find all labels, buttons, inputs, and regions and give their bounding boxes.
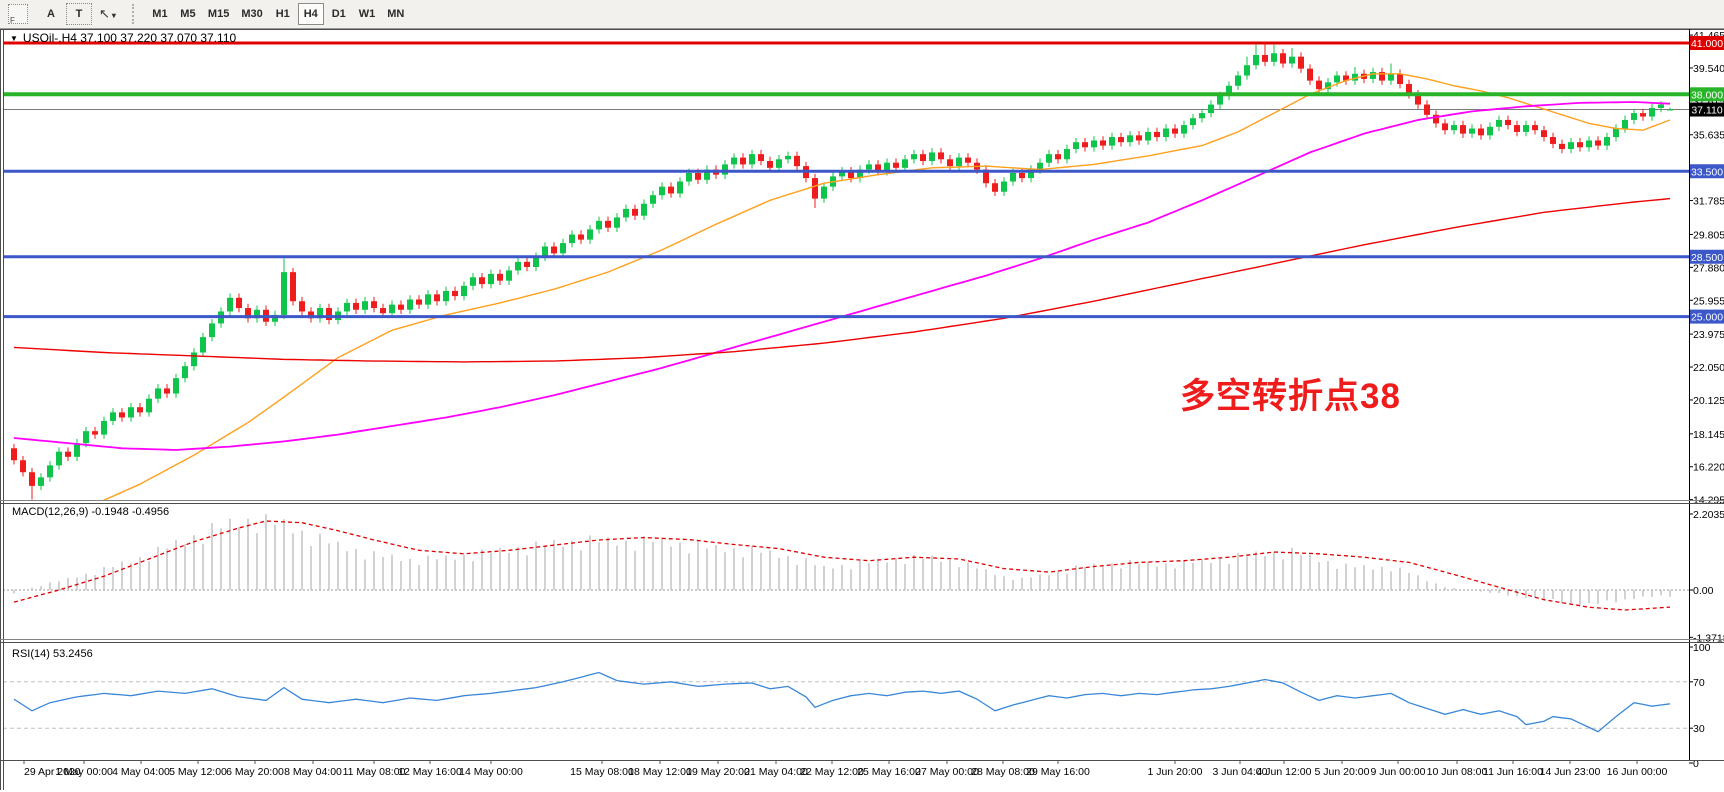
timeframe-button-w1[interactable]: W1	[354, 3, 381, 25]
time-tick-label: 1 Jun 20:00	[1148, 766, 1203, 778]
timeframe-button-m15[interactable]: M15	[203, 3, 234, 25]
timeframe-button-m30[interactable]: M30	[236, 3, 267, 25]
time-tick-label: 11 May 08:00	[343, 766, 406, 778]
price-tick-label: 20.125	[1693, 395, 1724, 407]
time-tick-label: 28 May 08:00	[971, 766, 1035, 778]
rsi-tick-label: 0	[1693, 758, 1699, 770]
time-tick-label: 25 May 16:00	[857, 766, 921, 778]
price-badge-28.500: 28.500	[1690, 249, 1724, 264]
price-badge-37.110: 37.110	[1690, 102, 1724, 117]
price-tick-label: 29.805	[1693, 229, 1724, 241]
price-axis: 41.46539.54037.61535.63533.65531.78529.8…	[1689, 30, 1724, 507]
timeframe-button-m5[interactable]: M5	[175, 3, 201, 25]
svg-text:33.500: 33.500	[1691, 166, 1723, 178]
rsi-line	[13, 671, 1671, 733]
svg-text:41.000: 41.000	[1691, 38, 1723, 50]
annotation-text: 多空转折点38	[1180, 377, 1401, 416]
rsi-tick-label: 70	[1693, 677, 1705, 689]
time-tick-label: 8 May 04:00	[284, 766, 342, 778]
time-tick-label: 5 May 12:00	[169, 766, 227, 778]
dropdown-caret-icon: ▾	[111, 11, 116, 20]
time-tick-label: 3 Jun 04:00	[1213, 766, 1268, 778]
price-badge-33.500: 33.500	[1690, 164, 1724, 179]
svg-text:25.000: 25.000	[1691, 312, 1723, 324]
rsi-tick-label: 30	[1693, 723, 1705, 735]
price-tick-label: 22.050	[1693, 362, 1724, 374]
svg-text:28.500: 28.500	[1691, 252, 1723, 264]
label-tool-button[interactable]: A	[38, 3, 64, 25]
time-tick-label: 29 Apr 2020	[24, 766, 81, 778]
cursor-arrow-icon: ↖	[99, 6, 110, 21]
time-tick-label: 1 May 00:00	[55, 766, 113, 778]
macd-tick-label: 0.00	[1693, 585, 1714, 597]
macd-tick-label: -1.3718	[1693, 632, 1724, 644]
ma-slow-red	[13, 197, 1671, 363]
time-tick-label: 5 Jun 20:00	[1315, 766, 1370, 778]
svg-text:37.110: 37.110	[1691, 105, 1722, 117]
dock-grip-label: F	[10, 16, 15, 25]
svg-text:38.000: 38.000	[1691, 89, 1723, 101]
time-tick-label: 12 May 16:00	[398, 766, 462, 778]
timeframe-button-mn[interactable]: MN	[382, 3, 409, 25]
price-tick-label: 31.785	[1693, 196, 1724, 208]
chart-title: ▼ USOil-.H4 37.100 37.220 37.070 37.110	[10, 31, 236, 45]
timeframe-button-m1[interactable]: M1	[147, 3, 173, 25]
rsi-tick-label: 100	[1693, 642, 1711, 654]
time-tick-label: 14 May 00:00	[459, 766, 523, 778]
time-tick-label: 6 May 20:00	[226, 766, 284, 778]
rsi-label: RSI(14) 53.2456	[12, 648, 93, 660]
timeframe-button-d1[interactable]: D1	[326, 3, 352, 25]
time-tick-label: 22 May 12:00	[800, 766, 864, 778]
time-tick-label: 18 May 12:00	[628, 766, 692, 778]
rsi-panel	[3, 671, 1689, 733]
time-tick-label: 4 Jun 12:00	[1257, 766, 1312, 778]
rsi-axis: 100 70 30 0	[1689, 642, 1711, 770]
macd-label: MACD(12,26,9) -0.1948 -0.4956	[12, 506, 170, 518]
main-price-panel	[3, 41, 1689, 500]
time-tick-label: 11 Jun 16:00	[1483, 766, 1543, 778]
price-tick-label: 25.955	[1693, 295, 1724, 307]
price-badge-41.000: 41.000	[1690, 36, 1724, 50]
price-tick-label: 23.975	[1693, 329, 1724, 341]
time-tick-label: 16 Jun 00:00	[1607, 766, 1668, 778]
dock-grip-icon: F	[8, 4, 28, 25]
macd-tick-label: 2.2035	[1693, 509, 1724, 521]
ma-fast-orange	[102, 73, 1671, 500]
time-tick-label: 21 May 04:00	[744, 766, 808, 778]
macd-panel	[3, 514, 1689, 611]
price-badge-38.000: 38.000	[1690, 87, 1724, 102]
time-tick-label: 15 May 08:00	[570, 766, 634, 778]
price-tick-label: 39.540	[1693, 63, 1724, 75]
toolbar: F A T ↖ ▾ M1 M5 M15 M30 H1 H4 D1 W1 MN	[0, 0, 1724, 29]
cursor-tool-button[interactable]: ↖ ▾	[94, 3, 121, 25]
time-tick-label: 14 Jun 23:00	[1540, 766, 1601, 778]
price-tick-label: 27.880	[1693, 262, 1724, 274]
text-tool-button[interactable]: T	[66, 3, 92, 25]
timeframe-button-h4[interactable]: H4	[297, 3, 324, 25]
time-tick-label: 4 May 04:00	[112, 766, 170, 778]
price-tick-label: 35.635	[1693, 130, 1724, 142]
toolbar-separator	[131, 4, 140, 24]
time-tick-label: 9 Jun 00:00	[1371, 766, 1426, 778]
price-tick-label: 16.220	[1693, 462, 1724, 474]
price-tick-label: 18.145	[1693, 429, 1724, 441]
time-tick-label: 27 May 00:00	[915, 766, 979, 778]
time-tick-label: 10 Jun 08:00	[1427, 766, 1488, 778]
price-badge-25.000: 25.000	[1690, 309, 1724, 324]
time-tick-label: 29 May 16:00	[1026, 766, 1090, 778]
chart-title-text: USOil-.H4 37.100 37.220 37.070 37.110	[22, 31, 237, 45]
timeframe-button-h1[interactable]: H1	[270, 3, 296, 25]
macd-axis: 2.2035 0.00 -1.3718	[1689, 509, 1724, 644]
macd-signal-line	[13, 520, 1671, 611]
time-tick-label: 19 May 20:00	[686, 766, 750, 778]
symbol-dropdown-icon[interactable]: ▼	[10, 33, 18, 43]
